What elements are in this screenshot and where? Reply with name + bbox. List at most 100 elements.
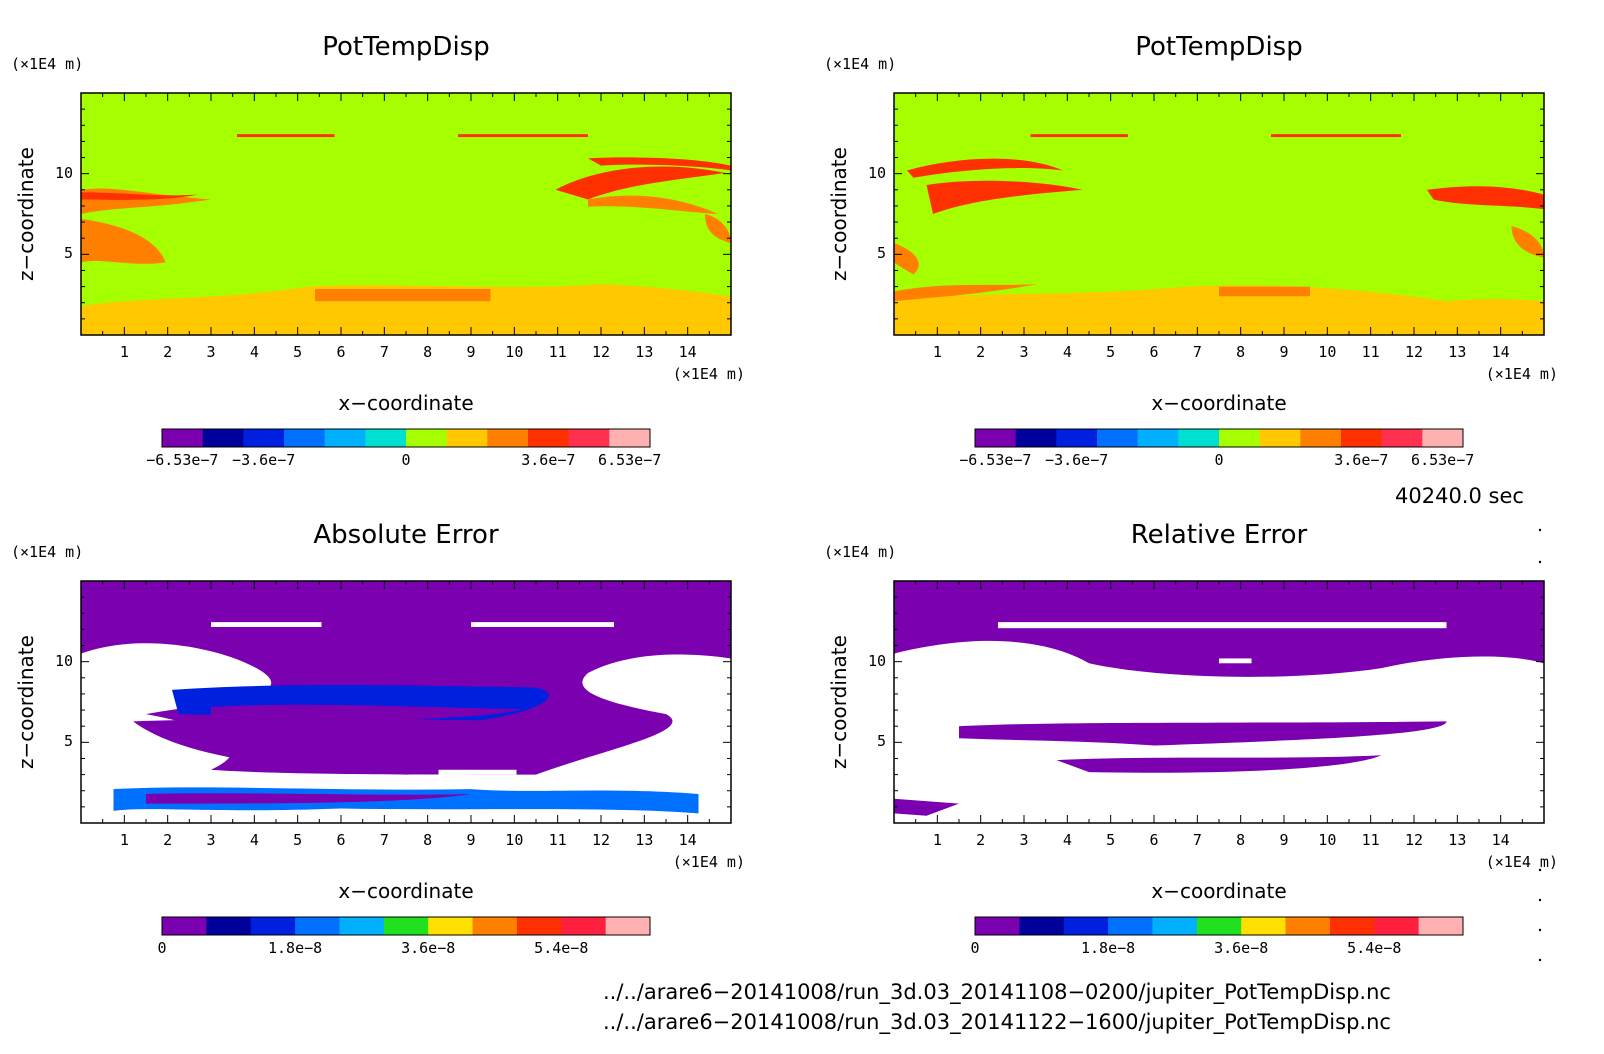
plot-title: Absolute Error — [313, 520, 499, 550]
x-unit-label: (×1E4 m) — [672, 853, 745, 871]
y-tick-label: 5 — [876, 244, 886, 263]
y-tick-label: 10 — [867, 651, 886, 670]
edge-dot — [1538, 868, 1542, 872]
colorbar — [161, 428, 651, 448]
colorbar-segment — [1418, 917, 1464, 935]
colorbar-segment — [472, 917, 518, 935]
colorbar-label: 5.4e−8 — [1347, 939, 1402, 957]
x-tick-label: 9 — [1279, 831, 1289, 849]
colorbar-segment — [428, 917, 474, 935]
y-tick-label: 5 — [63, 732, 73, 751]
colorbar-segment — [1259, 429, 1301, 447]
x-tick-label: 6 — [1149, 343, 1159, 361]
x-tick-label: 9 — [466, 831, 476, 849]
pottempdisp-left-plot — [80, 92, 732, 336]
colorbar-segment — [1056, 429, 1098, 447]
x-tick-label: 9 — [1279, 343, 1289, 361]
x-tick-label: 13 — [635, 831, 654, 849]
x-tick-label: 4 — [249, 831, 259, 849]
x-tick-label: 8 — [1236, 831, 1246, 849]
colorbar-label: 6.53e−7 — [1411, 451, 1475, 469]
colorbar-segment — [365, 429, 407, 447]
colorbar-segment — [202, 429, 244, 447]
colorbar — [974, 916, 1464, 936]
colorbar-segment — [406, 429, 448, 447]
file-path-2: ../../arare6−20141008/run_3d.03_20141122… — [603, 1010, 1391, 1034]
x-tick-label: 11 — [548, 343, 567, 361]
colorbar-segment — [284, 429, 326, 447]
x-tick-label: 10 — [1318, 831, 1337, 849]
plot-title: PotTempDisp — [1135, 32, 1303, 62]
edge-dot — [1538, 528, 1542, 532]
x-tick-label: 1 — [932, 831, 942, 849]
x-tick-label: 2 — [976, 343, 986, 361]
colorbar-segment — [162, 429, 204, 447]
y-tick-label: 10 — [867, 163, 886, 182]
x-tick-label: 8 — [423, 343, 433, 361]
colorbar-label: −3.6e−7 — [1045, 451, 1109, 469]
y-tick-label: 10 — [54, 651, 73, 670]
x-tick-label: 4 — [1062, 343, 1072, 361]
x-tick-label: 14 — [1491, 343, 1510, 361]
colorbar-segment — [487, 429, 529, 447]
colorbar-label: 1.8e−8 — [1080, 939, 1136, 957]
colorbar-segment — [1015, 429, 1057, 447]
edge-dot — [1538, 928, 1542, 932]
y-tick-label: 10 — [54, 163, 73, 182]
edge-dot — [1538, 560, 1542, 564]
y-unit-label: (×1E4 m) — [824, 543, 897, 561]
x-tick-label: 14 — [1491, 831, 1510, 849]
edge-dot — [1538, 958, 1542, 962]
x-tick-label: 7 — [379, 831, 389, 849]
colorbar-segment — [295, 917, 340, 935]
x-tick-label: 2 — [163, 343, 173, 361]
x-tick-label: 3 — [1019, 831, 1029, 849]
colorbar-segment — [528, 429, 570, 447]
x-unit-label: (×1E4 m) — [1485, 853, 1558, 871]
colorbar — [161, 916, 651, 936]
y-tick-label: 5 — [63, 244, 73, 263]
colorbar-segment — [1300, 429, 1342, 447]
colorbar-segment — [1329, 917, 1375, 935]
colorbar-label: 0 — [157, 939, 167, 957]
colorbar-label: 1.8e−8 — [267, 939, 323, 957]
x-axis-label: x−coordinate — [338, 879, 474, 903]
x-tick-label: 6 — [1149, 831, 1159, 849]
x-tick-label: 10 — [505, 343, 524, 361]
x-tick-label: 13 — [1448, 831, 1467, 849]
colorbar-label: −6.53e−7 — [146, 451, 219, 469]
x-tick-label: 5 — [293, 831, 303, 849]
x-tick-label: 9 — [466, 343, 476, 361]
x-tick-label: 14 — [678, 831, 697, 849]
x-axis-label: x−coordinate — [1151, 391, 1287, 415]
x-tick-label: 10 — [1318, 343, 1337, 361]
colorbar-segment — [1374, 917, 1420, 935]
x-tick-label: 12 — [1404, 831, 1424, 849]
x-tick-label: 5 — [1106, 831, 1116, 849]
x-tick-label: 1 — [932, 343, 942, 361]
y-unit-label: (×1E4 m) — [11, 543, 84, 561]
x-tick-label: 4 — [249, 343, 259, 361]
colorbar-segment — [561, 917, 607, 935]
colorbar — [974, 428, 1464, 448]
x-tick-label: 3 — [206, 831, 216, 849]
colorbar-segment — [1381, 429, 1423, 447]
colorbar-label: 6.53e−7 — [598, 451, 662, 469]
absolute-error-plot — [80, 580, 732, 824]
y-axis-label: z−coordinate — [827, 635, 851, 769]
x-tick-label: 13 — [635, 343, 654, 361]
x-tick-label: 3 — [1019, 343, 1029, 361]
edge-dot — [1538, 898, 1542, 902]
colorbar-segment — [1285, 917, 1331, 935]
y-axis-label: z−coordinate — [827, 147, 851, 281]
colorbar-label: −3.6e−7 — [232, 451, 296, 469]
x-tick-label: 6 — [336, 831, 346, 849]
colorbar-label: 0 — [970, 939, 980, 957]
colorbar-segment — [1152, 917, 1198, 935]
x-tick-label: 7 — [1192, 831, 1202, 849]
x-tick-label: 5 — [1106, 343, 1116, 361]
colorbar-segment — [1019, 917, 1065, 935]
colorbar-segment — [1219, 429, 1261, 447]
colorbar-segment — [975, 917, 1020, 935]
plot-title: Relative Error — [1130, 520, 1308, 550]
